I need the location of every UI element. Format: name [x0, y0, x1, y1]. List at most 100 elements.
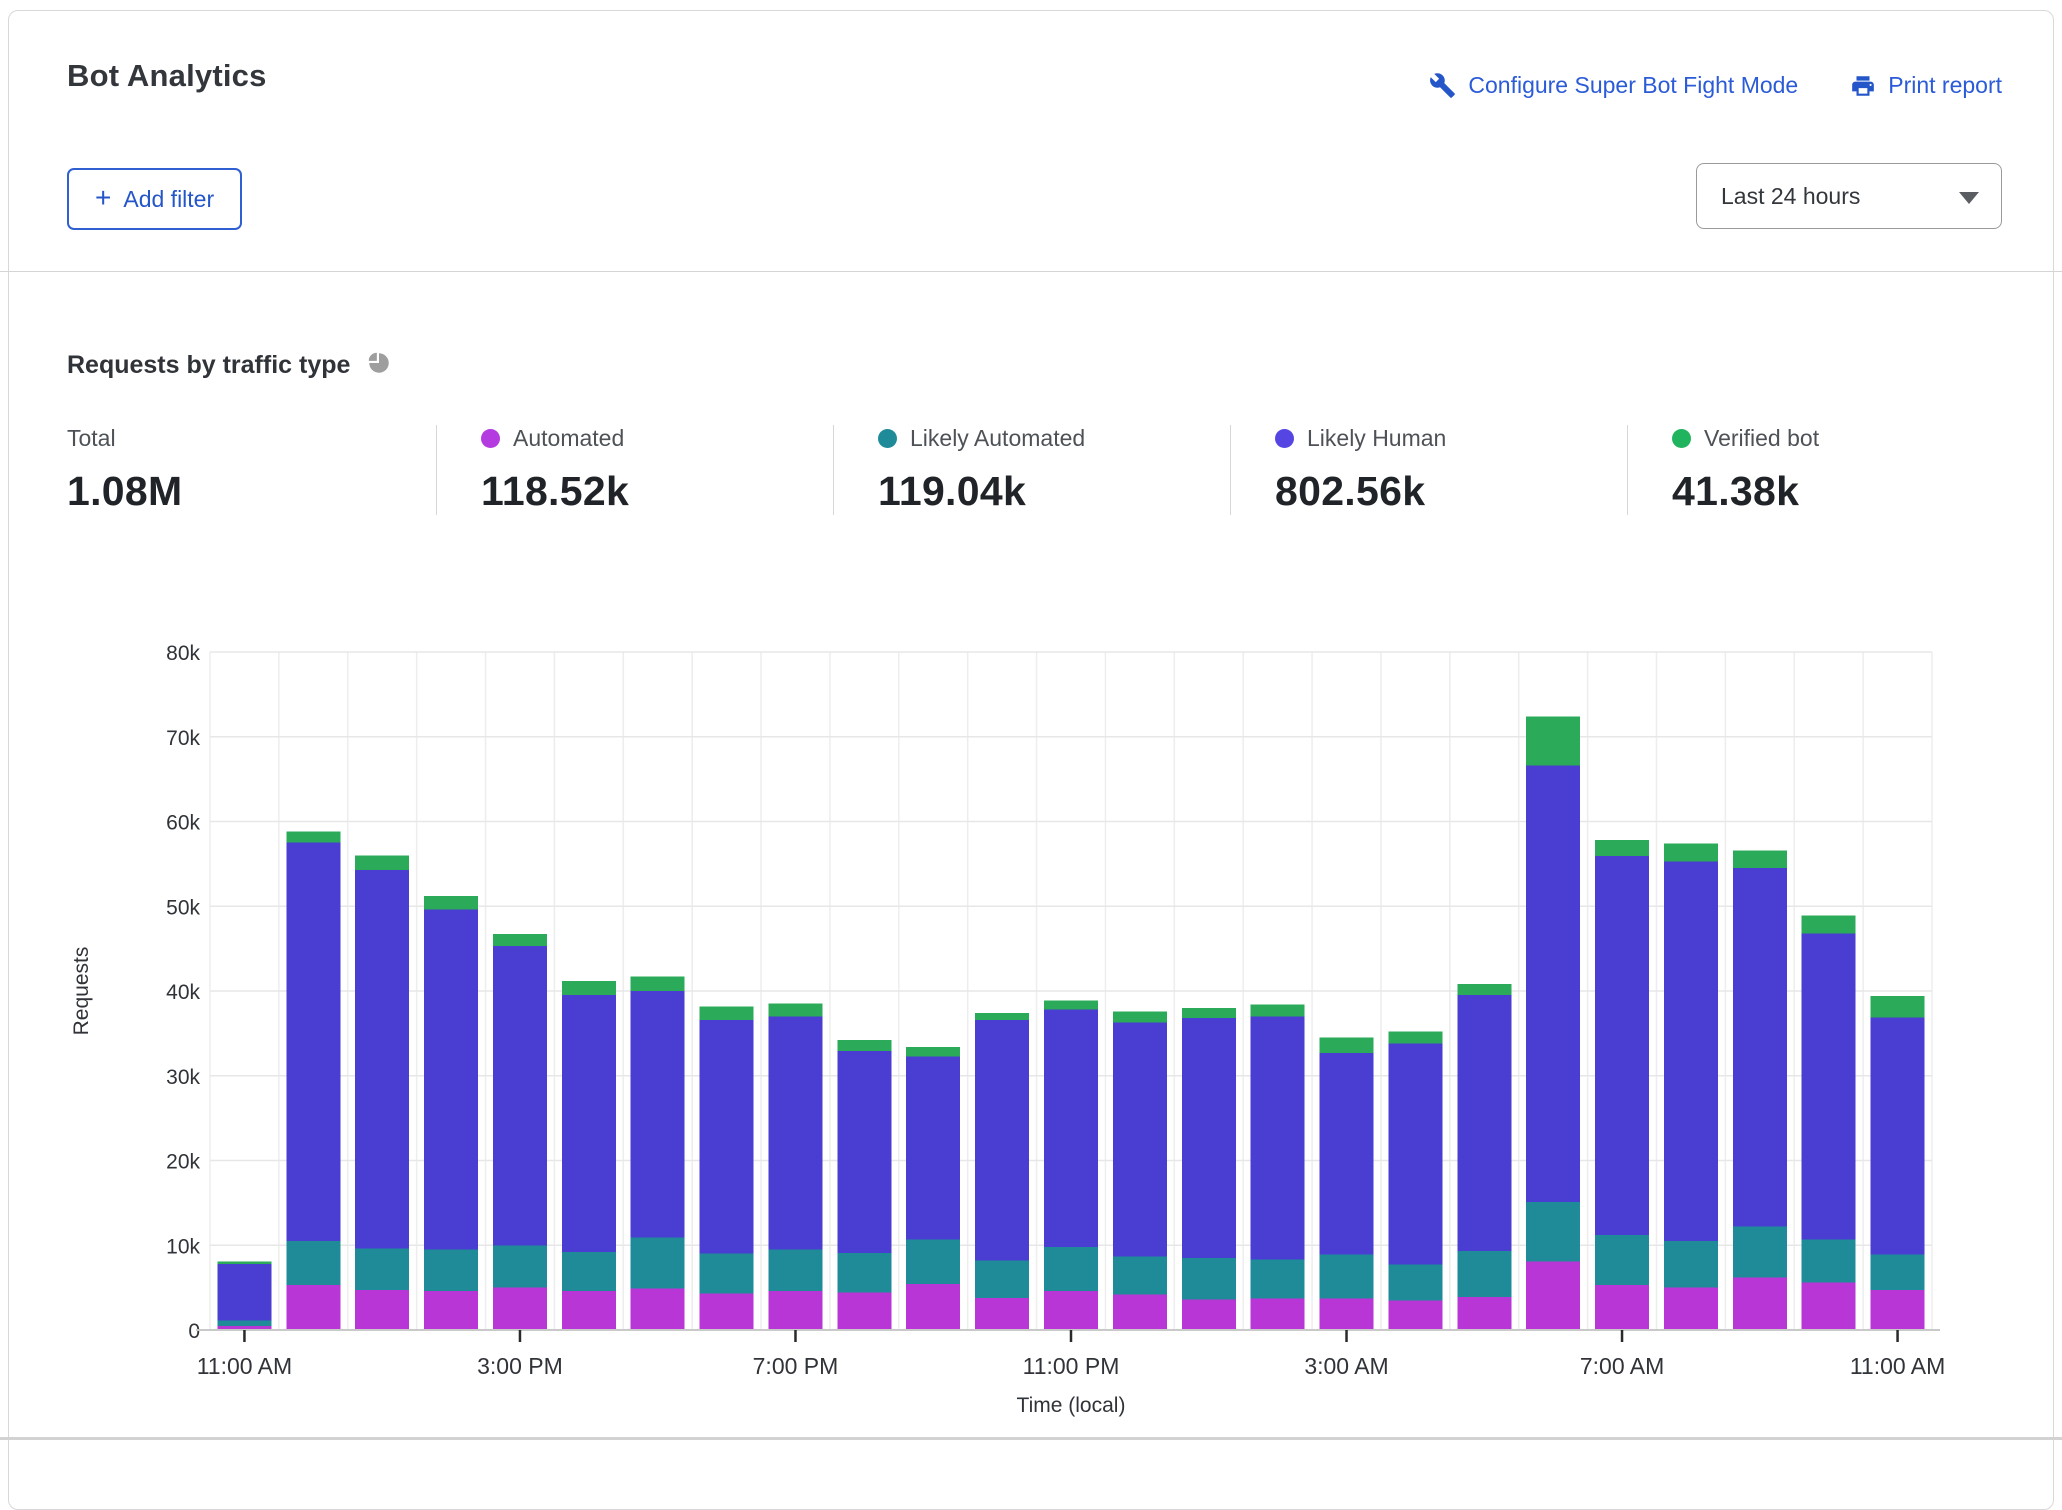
- bar-segment-automated: [424, 1291, 478, 1330]
- bar-segment-likely-automated: [1457, 1251, 1511, 1297]
- bar-segment-likely-automated: [1320, 1255, 1374, 1299]
- configure-link-label: Configure Super Bot Fight Mode: [1468, 72, 1798, 99]
- legend-dot: [481, 429, 500, 448]
- bar-segment-automated: [837, 1293, 891, 1330]
- bar-segment-automated: [1457, 1297, 1511, 1330]
- bar-segment-verified-bot: [286, 832, 340, 843]
- bar-segment-likely-human: [700, 1020, 754, 1254]
- bar-segment-verified-bot: [1388, 1032, 1442, 1044]
- bar-segment-likely-human: [768, 1016, 822, 1249]
- legend-dot: [1275, 429, 1294, 448]
- y-axis-tick-label: 60k: [166, 812, 200, 835]
- requests-by-traffic-type-chart: 010k20k30k40k50k60k70k80k11:00 AM3:00 PM…: [0, 620, 2062, 1440]
- stat-label: Total: [67, 425, 116, 452]
- bar-segment-likely-human: [906, 1056, 960, 1239]
- bar-segment-automated: [906, 1284, 960, 1330]
- legend-dot: [1672, 429, 1691, 448]
- time-range-dropdown[interactable]: Last 24 hours: [1696, 163, 2002, 229]
- bar-segment-verified-bot: [1733, 850, 1787, 868]
- bar-segment-likely-automated: [768, 1249, 822, 1291]
- add-filter-button[interactable]: + Add filter: [67, 168, 242, 230]
- bar-segment-likely-automated: [1802, 1239, 1856, 1282]
- stat-value: 802.56k: [1275, 468, 1627, 515]
- bar-segment-likely-human: [1251, 1016, 1305, 1259]
- bar-segment-likely-automated: [286, 1241, 340, 1285]
- bar-segment-automated: [631, 1288, 685, 1330]
- bar-segment-likely-automated: [1044, 1247, 1098, 1291]
- bar-segment-likely-human: [1320, 1053, 1374, 1255]
- bar-segment-verified-bot: [1182, 1008, 1236, 1018]
- plus-icon: +: [95, 184, 111, 212]
- bar-segment-likely-automated: [562, 1252, 616, 1291]
- header-divider: [0, 271, 2062, 272]
- bar-segment-likely-automated: [906, 1239, 960, 1284]
- bar-segment-verified-bot: [424, 896, 478, 910]
- bar-segment-verified-bot: [493, 934, 547, 946]
- bar-segment-likely-human: [1113, 1022, 1167, 1256]
- bar-segment-verified-bot: [1251, 1005, 1305, 1017]
- bar-segment-likely-automated: [493, 1245, 547, 1287]
- bar-segment-automated: [700, 1294, 754, 1330]
- bar-segment-verified-bot: [1526, 716, 1580, 765]
- stat-automated[interactable]: Automated 118.52k: [436, 425, 833, 515]
- bar-segment-likely-human: [975, 1020, 1029, 1261]
- configure-super-bot-fight-mode-link[interactable]: Configure Super Bot Fight Mode: [1429, 72, 1798, 99]
- bar-segment-likely-automated: [217, 1321, 271, 1326]
- y-axis-tick-label: 80k: [166, 642, 200, 665]
- bar-segment-verified-bot: [1595, 840, 1649, 856]
- bar-segment-verified-bot: [1664, 844, 1718, 862]
- bar-segment-automated: [1526, 1261, 1580, 1330]
- x-axis-tick-label: 3:00 PM: [477, 1353, 563, 1379]
- stat-label: Likely Human: [1307, 425, 1446, 452]
- chevron-down-icon: [1959, 192, 1979, 204]
- bar-segment-automated: [1320, 1299, 1374, 1330]
- bar-segment-likely-automated: [1526, 1202, 1580, 1261]
- bar-segment-automated: [975, 1298, 1029, 1330]
- bar-segment-likely-automated: [700, 1254, 754, 1294]
- bar-segment-automated: [1733, 1277, 1787, 1330]
- stat-label: Automated: [513, 425, 624, 452]
- stat-likely-automated[interactable]: Likely Automated119.04k: [833, 425, 1230, 515]
- bar-segment-likely-automated: [1388, 1265, 1442, 1301]
- pie-chart-icon: [366, 350, 392, 381]
- bar-segment-likely-automated: [631, 1238, 685, 1289]
- x-axis-tick-label: 7:00 AM: [1580, 1353, 1664, 1379]
- print-report-link[interactable]: Print report: [1850, 72, 2002, 99]
- bar-segment-likely-human: [1595, 856, 1649, 1235]
- stat-value: 118.52k: [481, 468, 833, 515]
- bar-segment-verified-bot: [562, 981, 616, 995]
- bar-segment-automated: [1113, 1294, 1167, 1330]
- bar-segment-automated: [493, 1288, 547, 1330]
- bar-segment-automated: [286, 1285, 340, 1330]
- y-axis-tick-label: 10k: [166, 1235, 200, 1258]
- bar-segment-automated: [1251, 1299, 1305, 1330]
- bar-segment-likely-human: [286, 843, 340, 1241]
- page-title: Bot Analytics: [67, 58, 267, 94]
- bar-segment-verified-bot: [1802, 916, 1856, 934]
- bar-segment-likely-automated: [355, 1249, 409, 1291]
- bar-segment-automated: [562, 1291, 616, 1330]
- bar-segment-likely-automated: [1664, 1241, 1718, 1288]
- bar-segment-likely-human: [1802, 933, 1856, 1239]
- bar-segment-likely-human: [1871, 1017, 1925, 1254]
- bar-segment-likely-automated: [975, 1261, 1029, 1298]
- stat-likely-human[interactable]: Likely Human 802.56k: [1230, 425, 1627, 515]
- bar-segment-automated: [1182, 1299, 1236, 1330]
- bar-segment-automated: [355, 1290, 409, 1330]
- x-axis-tick-label: 3:00 AM: [1304, 1353, 1388, 1379]
- x-axis-tick-label: 7:00 PM: [753, 1353, 839, 1379]
- bar-segment-likely-automated: [1595, 1235, 1649, 1285]
- y-axis-tick-label: 20k: [166, 1151, 200, 1174]
- bar-segment-likely-human: [424, 910, 478, 1250]
- stat-value: 1.08M: [67, 468, 436, 515]
- stat-total[interactable]: Total 1.08M: [67, 425, 436, 515]
- bar-segment-automated: [768, 1291, 822, 1330]
- bar-segment-automated: [1044, 1291, 1098, 1330]
- stat-verified-bot[interactable]: Verified bot41.38k: [1627, 425, 2024, 515]
- wrench-icon: [1429, 72, 1456, 99]
- bar-segment-verified-bot: [631, 977, 685, 991]
- bar-segment-likely-human: [1664, 861, 1718, 1241]
- bar-segment-likely-automated: [1251, 1260, 1305, 1299]
- bar-segment-verified-bot: [355, 855, 409, 869]
- bar-segment-likely-human: [837, 1051, 891, 1253]
